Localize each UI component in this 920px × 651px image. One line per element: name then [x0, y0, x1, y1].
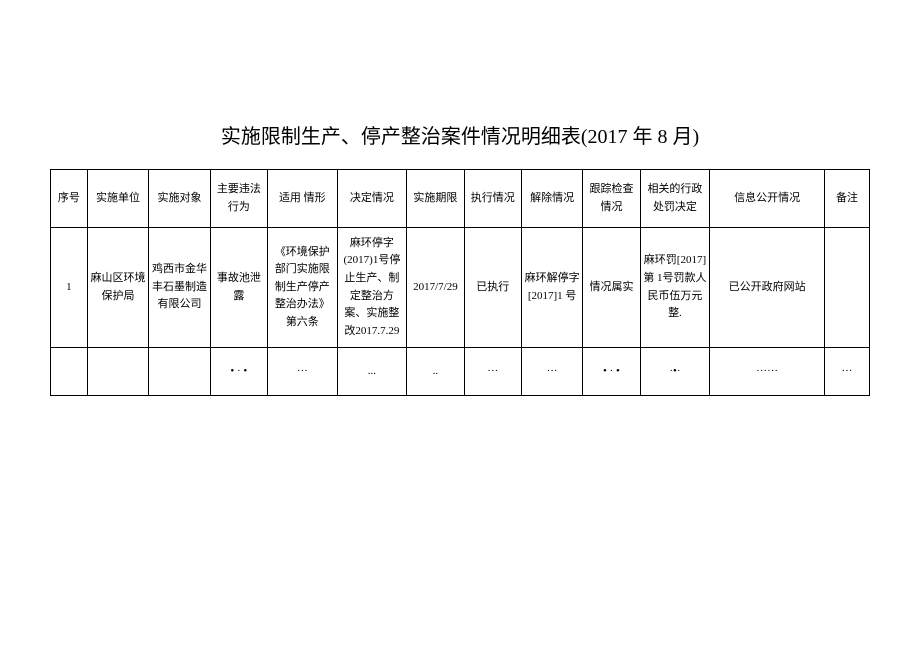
header-decision: 决定情况 [337, 170, 407, 228]
cell-ellipsis: ··· [521, 348, 582, 396]
cell-decision: 麻环停字(2017)1号停止生产、制定整治方案、实施整改2017.7.29 [337, 228, 407, 348]
cell-ellipsis: ······ [710, 348, 825, 396]
cell-remark [824, 228, 869, 348]
header-violation: 主要违法行为 [210, 170, 267, 228]
cell-ellipsis: ... [337, 348, 407, 396]
cell-ellipsis: • · • [210, 348, 267, 396]
cell-disclosure: 已公开政府网站 [710, 228, 825, 348]
header-remark: 备注 [824, 170, 869, 228]
header-unit: 实施单位 [87, 170, 148, 228]
cell-seq: 1 [51, 228, 88, 348]
cell-violation: 事故池泄露 [210, 228, 267, 348]
cases-table: 序号 实施单位 实施对象 主要违法行为 适用 情形 决定情况 实施期限 执行情况… [50, 169, 870, 396]
cell-followup: 情况属实 [583, 228, 640, 348]
header-execution: 执行情况 [464, 170, 521, 228]
cell-ellipsis [87, 348, 148, 396]
table-row-ellipsis: • · • ··· ... .. ··· ··· • · • ·•· ·····… [51, 348, 870, 396]
cell-ellipsis: ··· [268, 348, 338, 396]
cell-ellipsis: ·•· [640, 348, 710, 396]
header-disclosure: 信息公开情况 [710, 170, 825, 228]
cell-ellipsis [149, 348, 210, 396]
header-target: 实施对象 [149, 170, 210, 228]
cell-ellipsis: .. [407, 348, 464, 396]
cell-ellipsis: ··· [464, 348, 521, 396]
header-penalty: 相关的行政处罚决定 [640, 170, 710, 228]
header-period: 实施期限 [407, 170, 464, 228]
header-release: 解除情况 [521, 170, 582, 228]
cell-release: 麻环解停字[2017]1 号 [521, 228, 582, 348]
cell-period: 2017/7/29 [407, 228, 464, 348]
header-followup: 跟踪检查情况 [583, 170, 640, 228]
cell-execution: 已执行 [464, 228, 521, 348]
table-row: 1 麻山区环境保护局 鸡西市金华丰石墨制造有限公司 事故池泄露 《环境保护部门实… [51, 228, 870, 348]
cell-ellipsis: ··· [824, 348, 869, 396]
cell-ellipsis [51, 348, 88, 396]
table-header-row: 序号 实施单位 实施对象 主要违法行为 适用 情形 决定情况 实施期限 执行情况… [51, 170, 870, 228]
cell-applicable: 《环境保护部门实施限制生产停产整治办法》 第六条 [268, 228, 338, 348]
header-seq: 序号 [51, 170, 88, 228]
header-applicable: 适用 情形 [268, 170, 338, 228]
cell-ellipsis: • · • [583, 348, 640, 396]
cell-target: 鸡西市金华丰石墨制造有限公司 [149, 228, 210, 348]
cell-unit: 麻山区环境保护局 [87, 228, 148, 348]
cell-penalty: 麻环罚[2017]第 1号罚款人民币伍万元整. [640, 228, 710, 348]
page-title: 实施限制生产、停产整治案件情况明细表(2017 年 8 月) [50, 120, 870, 149]
